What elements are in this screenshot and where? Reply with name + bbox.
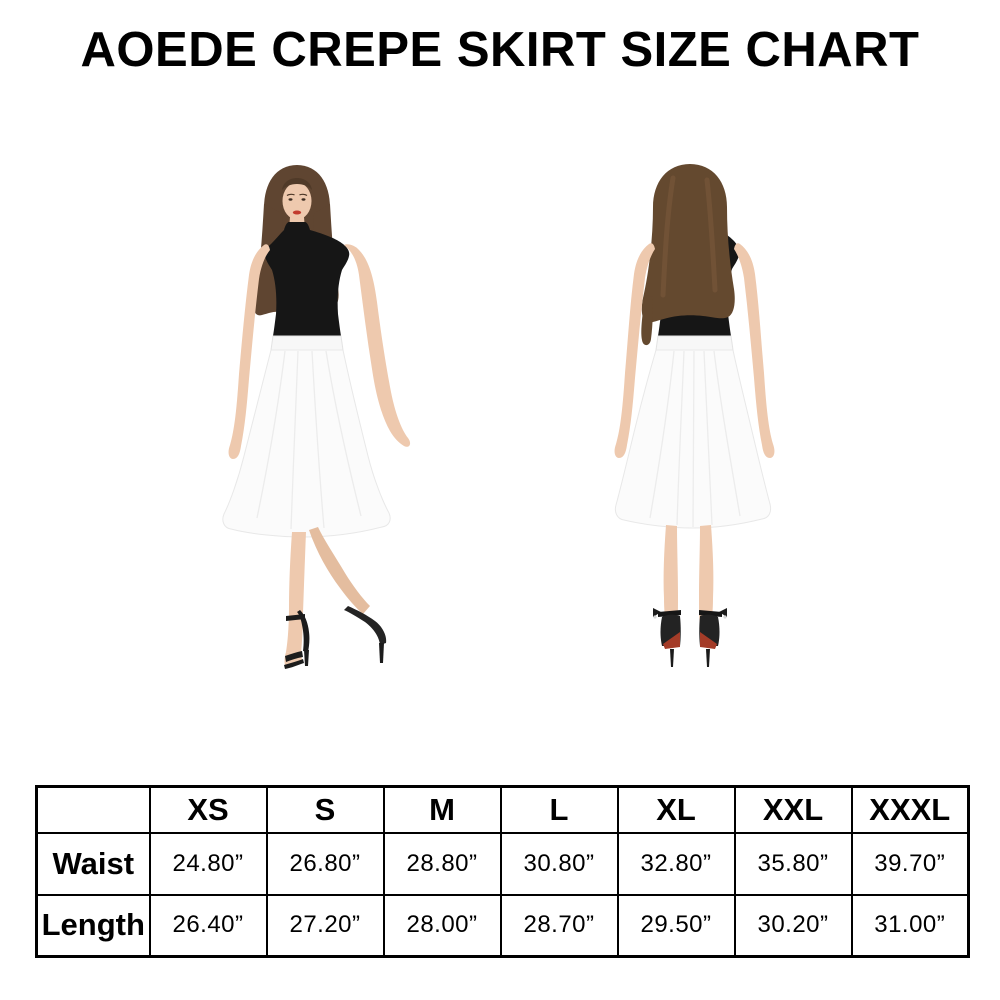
size-header-xs: XS [148,785,268,834]
front-model-face [282,178,312,233]
size-header-l: L [499,785,619,834]
length-value-cell: 26.40” [148,893,268,958]
length-value-cell: 29.50” [616,893,736,958]
length-value-cell: 30.20” [733,893,853,958]
front-model-heels [284,606,387,669]
size-table: XS S M L XL XXL XXXL Waist 24.80” 26.80”… [35,785,970,958]
back-model-arms [614,243,775,458]
size-header-xxxl: XXXL [850,785,970,834]
size-header-xl: XL [616,785,736,834]
waist-value-cell: 30.80” [499,831,619,896]
back-model-legs [663,525,714,626]
front-model-legs [284,527,370,667]
front-model-skirt [222,335,391,538]
back-model-hair [641,164,735,346]
length-value-cell: 27.20” [265,893,385,958]
length-value-cell: 28.00” [382,893,502,958]
size-header-m: M [382,785,502,834]
size-table-header-row: XS S M L XL XXL XXXL [35,785,970,834]
waist-row: Waist 24.80” 26.80” 28.80” 30.80” 32.80”… [35,831,970,896]
waist-value-cell: 26.80” [265,831,385,896]
waist-value-cell: 24.80” [148,831,268,896]
back-model-heels [653,608,727,667]
back-model-skirt [614,335,772,529]
waist-value-cell: 32.80” [616,831,736,896]
front-model-top [264,222,350,336]
size-header-xxl: XXL [733,785,853,834]
waist-row-label: Waist [35,831,151,896]
model-back-view-image [585,160,795,680]
length-row: Length 26.40” 27.20” 28.00” 28.70” 29.50… [35,893,970,958]
corner-cell [35,785,151,834]
waist-value-cell: 39.70” [850,831,970,896]
size-header-s: S [265,785,385,834]
length-row-label: Length [35,893,151,958]
model-front-view-image [198,160,423,680]
front-model-arms [228,244,411,459]
waist-value-cell: 35.80” [733,831,853,896]
page-title: AOEDE CREPE SKIRT SIZE CHART [80,23,920,77]
waist-value-cell: 28.80” [382,831,502,896]
length-value-cell: 28.70” [499,893,619,958]
length-value-cell: 31.00” [850,893,970,958]
